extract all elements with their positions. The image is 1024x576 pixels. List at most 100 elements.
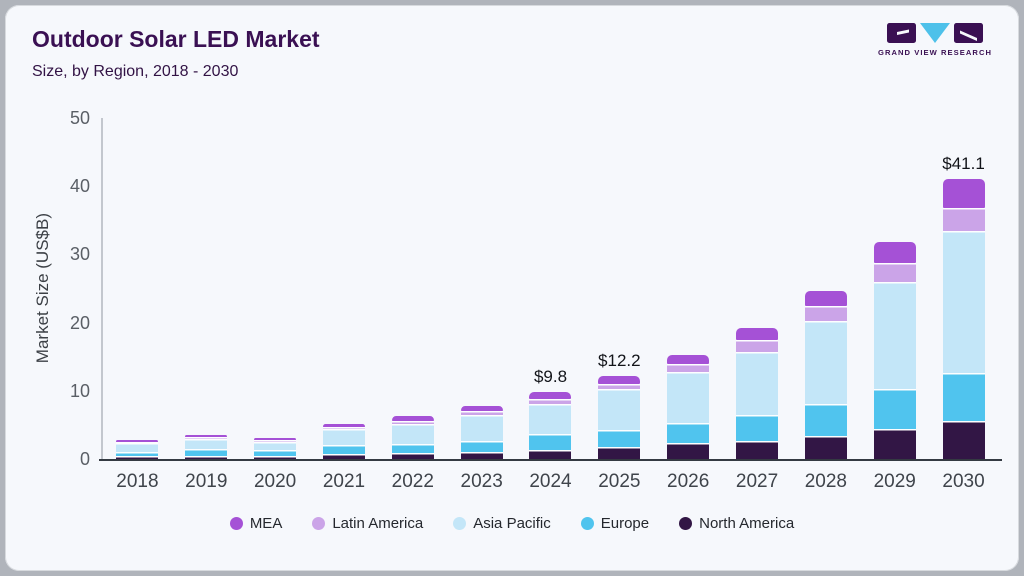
bar-segment-asia-pacific-2027: [736, 351, 779, 416]
bar-segment-latin-america-2029: [873, 263, 916, 282]
bar-segment-asia-pacific-2018: [116, 443, 159, 452]
bar-slot-2029: [860, 118, 929, 459]
bar-segment-asia-pacific-2020: [254, 441, 297, 451]
bar-segment-north-america-2030: [942, 420, 985, 459]
bars-container: $9.8 $12.2 $41.1: [103, 118, 998, 459]
bar-segment-europe-2030: [942, 373, 985, 421]
stacked-bar-2020: [254, 437, 297, 459]
y-axis-title: Market Size (US$B): [33, 213, 52, 364]
bar-slot-2023: [447, 118, 516, 459]
bar-segment-mea-2020: [254, 437, 297, 440]
bar-segment-north-america-2019: [185, 455, 228, 459]
bar-segment-europe-2028: [804, 404, 847, 436]
gvr-logo: GRAND VIEW RESEARCH: [878, 23, 991, 57]
x-tick-label-2029: 2029: [873, 471, 916, 492]
x-tick-label-2026: 2026: [667, 471, 710, 492]
bar-segment-latin-america-2021: [322, 426, 365, 430]
bar-segment-europe-2025: [598, 430, 641, 448]
stacked-bar-2023: [460, 405, 503, 459]
x-tick-label-2022: 2022: [391, 471, 434, 492]
x-tick-label-2020: 2020: [253, 471, 297, 492]
bar-segment-latin-america-2018: [116, 441, 159, 444]
bar-segment-europe-2022: [391, 444, 434, 453]
bar-segment-europe-2026: [667, 422, 710, 444]
bar-slot-2025: $12.2: [585, 118, 654, 459]
bar-slot-2026: [654, 118, 723, 459]
legend-dot-icon: [580, 517, 594, 530]
bar-segment-asia-pacific-2030: [942, 230, 985, 374]
stacked-bar-2028: [804, 290, 847, 459]
bar-segment-asia-pacific-2023: [460, 415, 503, 441]
bar-segment-north-america-2025: [598, 447, 641, 459]
page-title: Outdoor Solar LED Market: [32, 26, 320, 52]
bar-segment-latin-america-2022: [391, 420, 434, 425]
bar-segment-mea-2024: [529, 392, 572, 400]
bar-slot-2020: [241, 118, 310, 459]
x-tick-label-2027: 2027: [735, 471, 779, 492]
bar-segment-asia-pacific-2028: [804, 321, 847, 405]
bar-segment-europe-2020: [254, 450, 297, 456]
bar-segment-mea-2023: [460, 405, 503, 412]
bar-slot-2027: [723, 118, 792, 459]
legend-label: MEA: [249, 515, 283, 532]
bar-segment-europe-2019: [185, 449, 228, 456]
bar-segment-north-america-2020: [254, 455, 297, 459]
bar-segment-asia-pacific-2019: [185, 438, 228, 450]
bar-segment-north-america-2026: [667, 443, 710, 459]
bar-segment-europe-2029: [873, 388, 916, 429]
bar-segment-latin-america-2030: [942, 208, 985, 231]
bar-slot-2018: [103, 118, 172, 459]
bar-segment-north-america-2028: [804, 435, 847, 459]
bar-segment-asia-pacific-2024: [529, 404, 572, 435]
legend-dot-icon: [679, 517, 693, 530]
bar-segment-latin-america-2019: [185, 436, 228, 439]
y-axis-line: [101, 118, 103, 459]
bar-segment-north-america-2018: [116, 455, 159, 459]
bar-segment-north-america-2021: [322, 453, 365, 459]
x-tick-label-2021: 2021: [322, 471, 366, 492]
stacked-bar-2027: [736, 328, 779, 459]
bar-segment-asia-pacific-2025: [598, 389, 641, 431]
stacked-bar-2024: [529, 392, 572, 459]
bar-segment-latin-america-2027: [736, 340, 779, 352]
bar-segment-mea-2029: [873, 242, 916, 264]
stacked-bar-2026: [667, 354, 710, 459]
stacked-bar-2030: [942, 178, 985, 459]
x-tick-label-2030: 2030: [942, 471, 985, 492]
bar-segment-mea-2028: [804, 290, 847, 307]
bar-slot-2021: [310, 118, 379, 459]
bar-segment-europe-2021: [322, 445, 365, 454]
bar-slot-2022: [378, 118, 447, 459]
legend-label: Europe: [600, 515, 650, 532]
bar-segment-latin-america-2026: [667, 364, 710, 373]
legend-label: Latin America: [332, 515, 424, 532]
bar-segment-latin-america-2024: [529, 399, 572, 405]
bar-value-label-2024: $9.8: [533, 367, 568, 387]
bar-slot-2030: $41.1: [929, 118, 998, 459]
bar-segment-latin-america-2028: [804, 306, 847, 322]
stacked-bar-2025: [598, 375, 641, 459]
gvr-logo-text: GRAND VIEW RESEARCH: [877, 48, 993, 57]
bar-segment-asia-pacific-2026: [667, 372, 710, 423]
y-tick-label: 30: [69, 244, 90, 265]
stacked-bar-2021: [322, 423, 365, 459]
x-tick-label-2028: 2028: [804, 471, 847, 492]
bar-segment-north-america-2029: [873, 429, 916, 459]
y-tick-label: 10: [69, 380, 90, 401]
y-tick-label: 0: [79, 449, 90, 469]
bar-segment-latin-america-2025: [598, 384, 641, 390]
x-tick-label-2019: 2019: [185, 471, 228, 492]
bar-segment-mea-2027: [736, 328, 779, 341]
bar-segment-europe-2027: [736, 415, 779, 442]
bar-slot-2024: $9.8: [516, 118, 585, 459]
bar-slot-2028: [791, 118, 860, 459]
bar-segment-europe-2018: [116, 451, 159, 456]
bar-segment-asia-pacific-2021: [322, 429, 365, 446]
legend-dot-icon: [453, 517, 467, 530]
bar-segment-europe-2024: [529, 434, 572, 451]
bar-segment-asia-pacific-2022: [391, 424, 434, 445]
x-tick-label-2018: 2018: [116, 471, 159, 492]
bar-segment-mea-2025: [598, 375, 641, 384]
legend-item-europe: Europe: [580, 515, 650, 532]
gvr-logo-icon: [887, 23, 983, 43]
